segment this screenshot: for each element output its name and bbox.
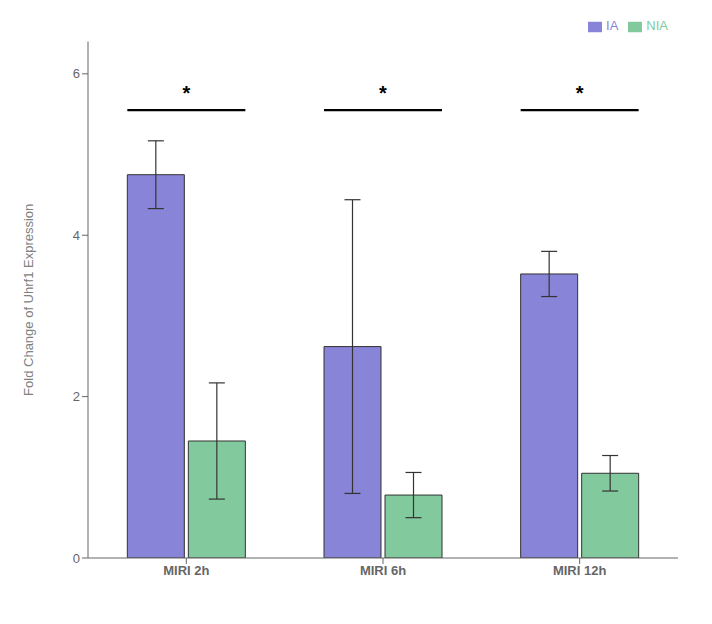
svg-text:*: * xyxy=(576,82,584,104)
svg-text:0: 0 xyxy=(73,551,80,566)
svg-text:MIRI 12h: MIRI 12h xyxy=(553,563,607,578)
svg-text:2: 2 xyxy=(73,389,80,404)
svg-text:6: 6 xyxy=(73,66,80,81)
svg-text:4: 4 xyxy=(73,228,80,243)
svg-text:*: * xyxy=(182,82,190,104)
svg-text:MIRI 6h: MIRI 6h xyxy=(360,563,406,578)
svg-text:*: * xyxy=(379,82,387,104)
svg-text:MIRI 2h: MIRI 2h xyxy=(163,563,209,578)
svg-text:Fold Change of Uhrf1 Expressio: Fold Change of Uhrf1 Expression xyxy=(21,204,36,396)
html-text:NIA: NIA xyxy=(646,18,668,33)
html-text:IA: IA xyxy=(606,18,619,33)
